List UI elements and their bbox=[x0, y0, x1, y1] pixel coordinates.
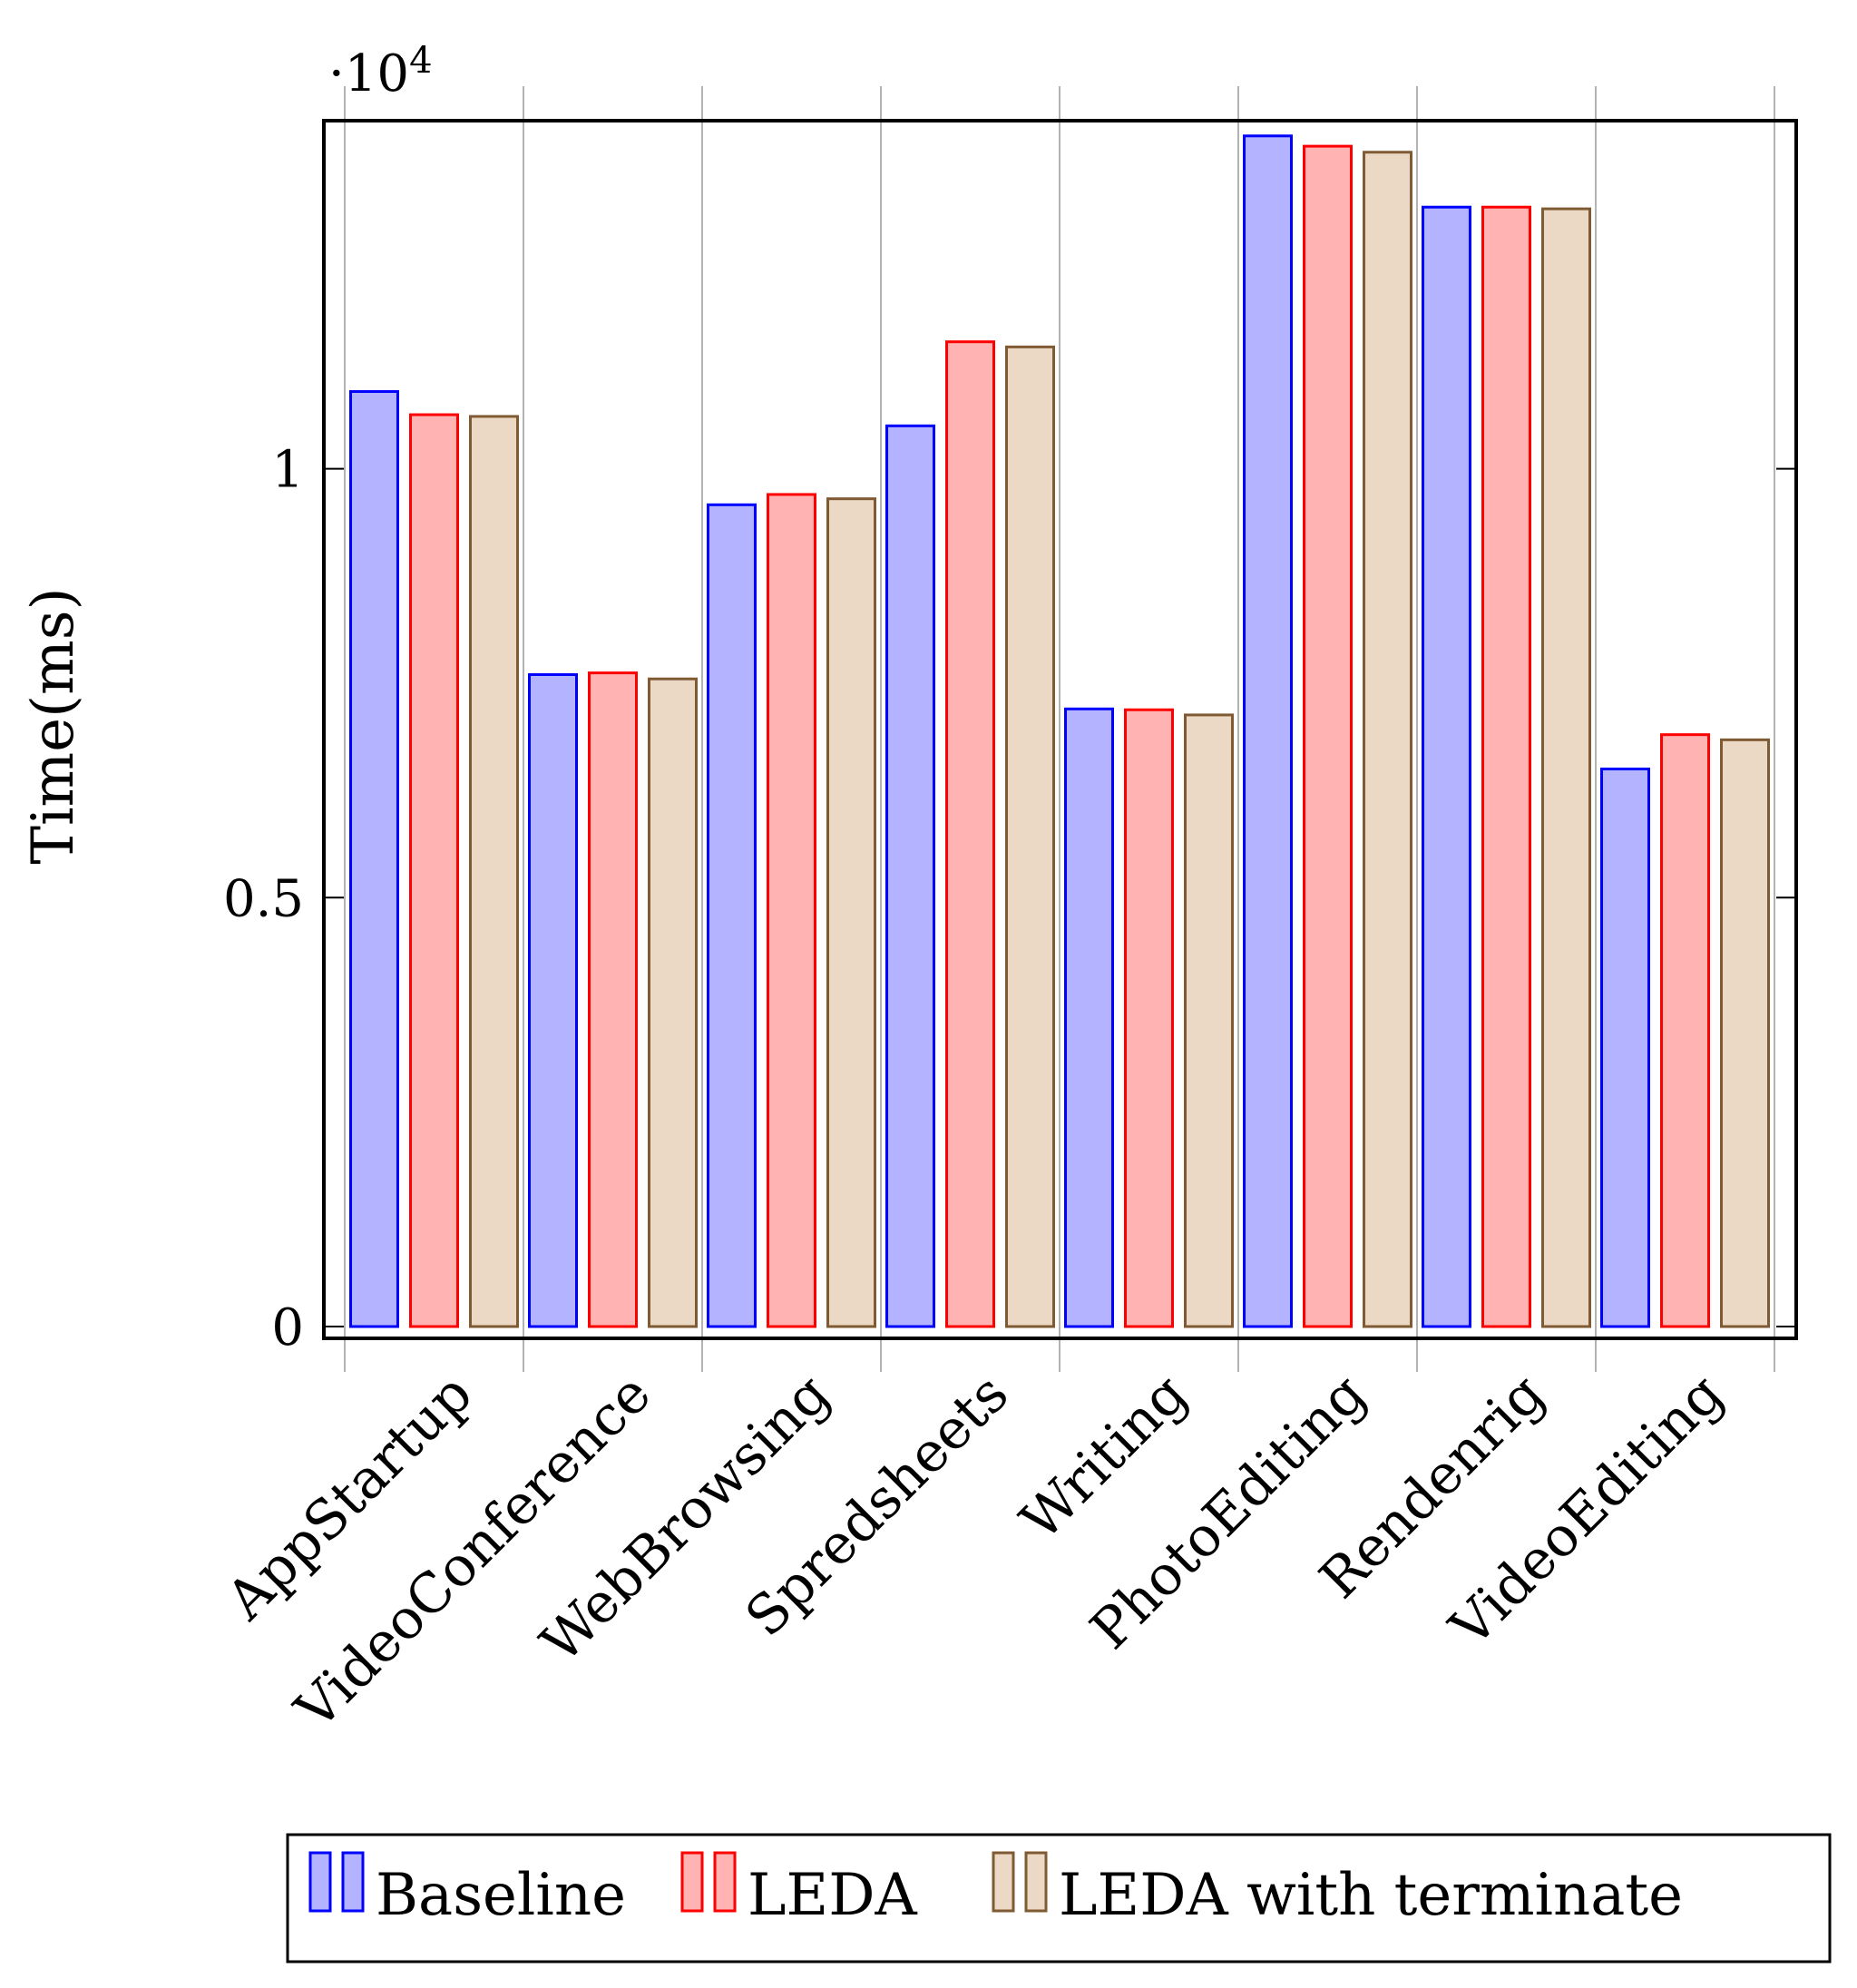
bar-leda bbox=[1481, 205, 1531, 1328]
legend-label: LEDA bbox=[748, 1862, 918, 1929]
bar-leda-with-terminate bbox=[1720, 738, 1770, 1328]
legend-label: Baseline bbox=[376, 1862, 626, 1929]
legend: Baseline LEDA LEDA with terminate bbox=[286, 1833, 1832, 1964]
bar-leda-with-terminate bbox=[1184, 713, 1234, 1328]
bar-baseline bbox=[707, 503, 757, 1328]
bar-leda bbox=[588, 671, 638, 1328]
bar-baseline bbox=[1422, 205, 1471, 1328]
bar-leda-with-terminate bbox=[1363, 151, 1412, 1328]
legend-swatch bbox=[992, 1851, 1015, 1913]
bar-leda bbox=[409, 413, 459, 1328]
axis-ticks: 00.51 bbox=[223, 441, 1796, 1357]
y-scale-label: ·104 bbox=[328, 40, 433, 103]
legend-swatch bbox=[341, 1851, 365, 1913]
y-tick-label: 0.5 bbox=[223, 869, 304, 928]
legend-swatch bbox=[713, 1851, 737, 1913]
bar-leda-with-terminate bbox=[1541, 207, 1591, 1328]
legend-swatch bbox=[1024, 1851, 1048, 1913]
bar-leda bbox=[767, 493, 816, 1328]
bar-baseline bbox=[1064, 707, 1114, 1328]
bars bbox=[349, 134, 1770, 1328]
bar-baseline bbox=[885, 424, 935, 1328]
x-tick-labels: AppStartupVideoConferenceWebBrowsingSpre… bbox=[214, 1362, 1735, 1742]
y-tick-label: 1 bbox=[271, 441, 304, 500]
legend-frame bbox=[286, 1833, 1832, 1964]
grid-lines bbox=[344, 86, 1775, 1372]
legend-swatch bbox=[308, 1851, 332, 1913]
bar-leda-with-terminate bbox=[469, 415, 519, 1328]
bar-baseline bbox=[1600, 767, 1650, 1328]
bar-leda-with-terminate bbox=[1005, 345, 1055, 1328]
bar-leda-with-terminate bbox=[648, 677, 698, 1328]
bar-baseline bbox=[349, 390, 399, 1328]
bar-leda bbox=[1124, 708, 1174, 1328]
plot-frame bbox=[322, 119, 1798, 1340]
y-axis-label: Time(ms) bbox=[20, 587, 87, 864]
bar-baseline bbox=[1243, 134, 1293, 1328]
y-tick-label: 0 bbox=[271, 1298, 304, 1357]
bar-baseline bbox=[528, 672, 578, 1328]
bar-leda bbox=[945, 340, 995, 1328]
bar-leda bbox=[1660, 733, 1710, 1328]
legend-swatch bbox=[680, 1851, 704, 1913]
legend-label: LEDA with terminate bbox=[1059, 1862, 1683, 1929]
bar-leda-with-terminate bbox=[826, 497, 876, 1328]
bar-leda bbox=[1303, 144, 1353, 1328]
